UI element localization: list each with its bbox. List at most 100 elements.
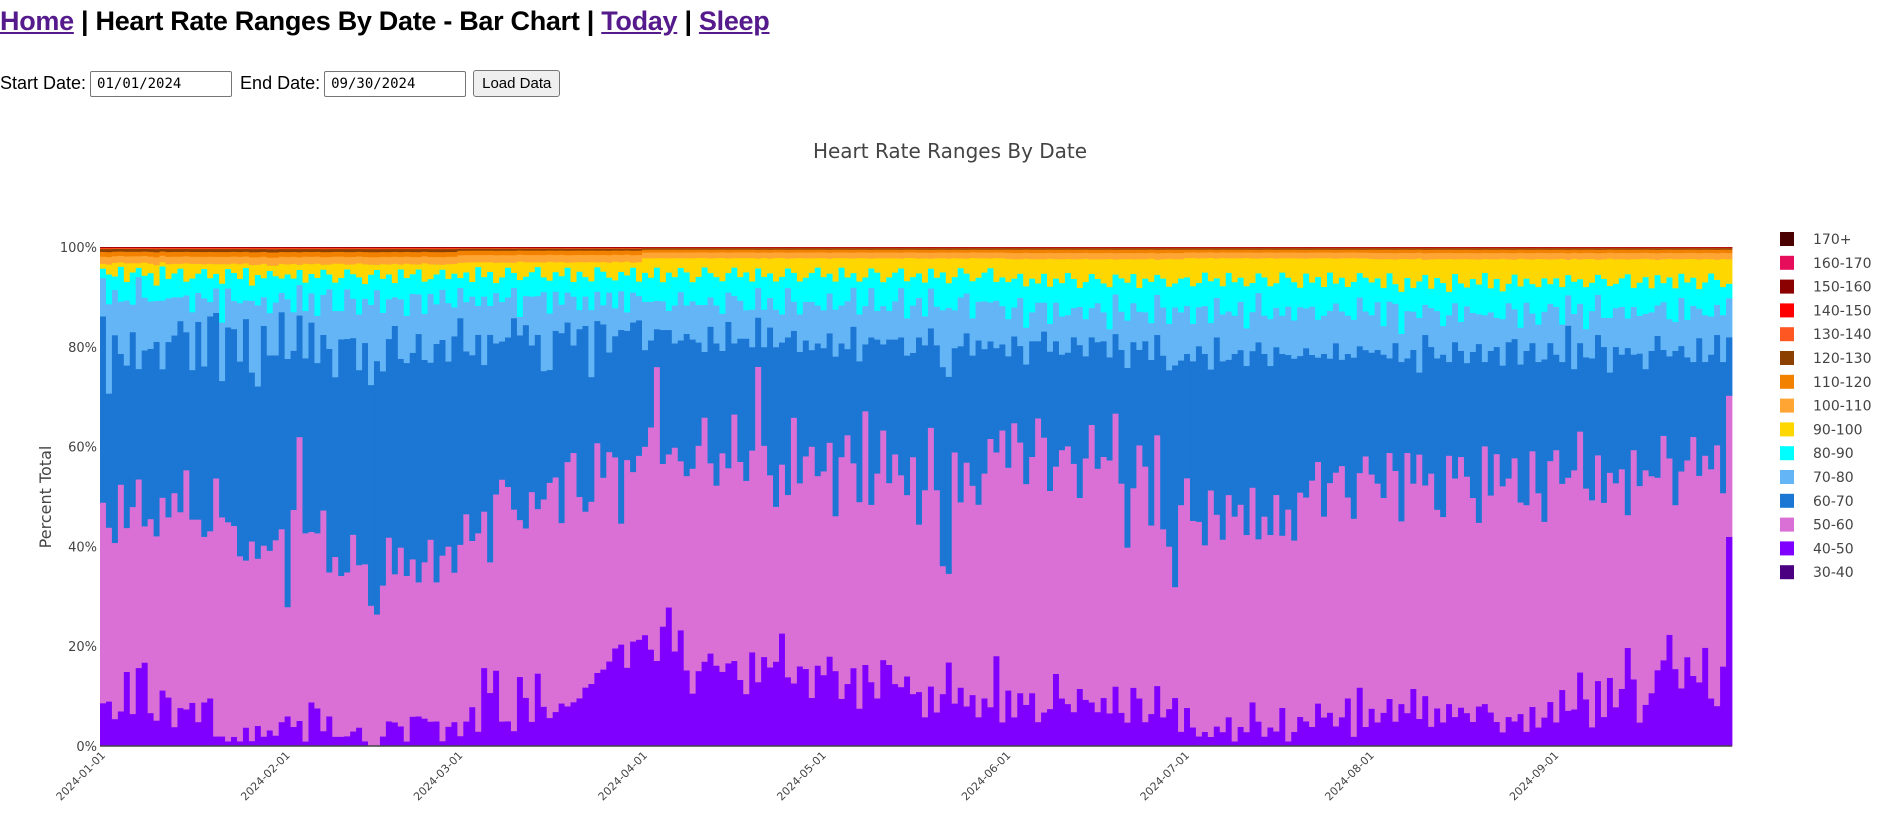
legend-item[interactable]: 30-40 bbox=[1780, 565, 1854, 581]
load-data-button[interactable]: Load Data bbox=[473, 70, 561, 97]
bar-segment-110-120 bbox=[1726, 249, 1733, 254]
home-link[interactable]: Home bbox=[0, 6, 74, 36]
legend-item[interactable]: 110-120 bbox=[1780, 374, 1872, 391]
bar-segment-40-50 bbox=[1493, 721, 1501, 747]
legend-item[interactable]: 170+ bbox=[1780, 232, 1851, 248]
bar-segment-50-60 bbox=[1285, 509, 1292, 742]
day-bar bbox=[761, 247, 768, 747]
bar-segment-140-150 bbox=[111, 247, 119, 249]
legend-item[interactable]: 60-70 bbox=[1780, 493, 1854, 510]
bar-segment-120-130 bbox=[528, 248, 536, 251]
bar-segment-120-130 bbox=[1005, 247, 1012, 250]
x-axis: 2024-01-01 2024-02-01 2024-03-01 2024-04-01… bbox=[54, 749, 1562, 803]
bar-segment-50-60 bbox=[880, 430, 887, 661]
bar-segment-40-50 bbox=[493, 670, 500, 747]
bar-segment-50-60 bbox=[1225, 494, 1233, 718]
bar-segment-120-130 bbox=[1404, 247, 1411, 250]
day-bar bbox=[594, 247, 601, 747]
bar-segment-110-120 bbox=[391, 251, 399, 257]
bar-segment-110-120 bbox=[1267, 249, 1274, 253]
bar-segment-70-80 bbox=[582, 296, 589, 326]
bar-segment-80-90 bbox=[636, 281, 643, 297]
bar-segment-80-90 bbox=[1499, 291, 1507, 320]
bar-segment-40-50 bbox=[1368, 708, 1376, 747]
bar-segment-90-100 bbox=[874, 258, 881, 273]
bar-segment-80-90 bbox=[844, 277, 851, 302]
bar-segment-80-90 bbox=[886, 277, 893, 311]
bar-segment-130-140 bbox=[391, 247, 399, 250]
bar-segment-60-70 bbox=[123, 365, 131, 529]
bar-segment-100-110 bbox=[189, 256, 196, 265]
bar-segment-80-90 bbox=[409, 273, 417, 294]
bar-segment-90-100 bbox=[1565, 259, 1572, 276]
bar-segment-70-80 bbox=[308, 293, 315, 323]
legend-item[interactable]: 40-50 bbox=[1780, 541, 1854, 557]
legend-item[interactable]: 150-160 bbox=[1780, 279, 1872, 296]
legend-item[interactable]: 70-80 bbox=[1780, 470, 1854, 486]
bar-segment-90-100 bbox=[1458, 259, 1465, 284]
bar-segment-40-50 bbox=[284, 716, 291, 747]
bar-segment-60-70 bbox=[439, 339, 446, 556]
bar-segment-130-140 bbox=[326, 247, 333, 250]
bar-segment-130-140 bbox=[808, 247, 816, 249]
bar-segment-80-90 bbox=[1523, 278, 1530, 303]
bar-segment-60-70 bbox=[844, 348, 851, 436]
bar-segment-80-90 bbox=[898, 268, 905, 289]
bar-segment-100-110 bbox=[368, 256, 375, 265]
bar-segment-120-130 bbox=[385, 248, 393, 253]
bar-segment-100-110 bbox=[1321, 252, 1328, 259]
day-bar bbox=[1612, 247, 1620, 747]
legend-item[interactable]: 140-150 bbox=[1780, 303, 1872, 319]
bar-segment-40-50 bbox=[356, 727, 363, 747]
bar-segment-100-110 bbox=[1148, 252, 1155, 259]
x-tick-label: 2024-03-01 bbox=[411, 749, 465, 803]
today-link[interactable]: Today bbox=[601, 6, 678, 36]
bar-segment-110-120 bbox=[582, 250, 589, 256]
x-tick-label: 2024-04-01 bbox=[596, 749, 650, 803]
bar-segment-130-140 bbox=[1374, 247, 1381, 249]
day-bar bbox=[1392, 247, 1399, 747]
legend-item[interactable]: 160-170 bbox=[1780, 256, 1872, 272]
bar-segment-120-130 bbox=[1273, 247, 1280, 250]
legend-item[interactable]: 80-90 bbox=[1780, 446, 1854, 462]
bar-segment-110-120 bbox=[105, 251, 113, 258]
bar-segment-130-140 bbox=[755, 247, 762, 249]
bar-segment-70-80 bbox=[272, 302, 280, 356]
bar-segment-140-150 bbox=[618, 247, 625, 249]
bar-segment-50-60 bbox=[415, 582, 423, 717]
end-date-input[interactable] bbox=[324, 70, 467, 97]
day-bar bbox=[1386, 247, 1393, 747]
sleep-link[interactable]: Sleep bbox=[698, 6, 770, 36]
bar-segment-130-140 bbox=[790, 247, 798, 249]
bar-segment-100-110 bbox=[100, 256, 107, 264]
legend-item[interactable]: 50-60 bbox=[1780, 517, 1854, 534]
legend-item[interactable]: 100-110 bbox=[1780, 398, 1872, 415]
legend-item[interactable]: 130-140 bbox=[1780, 327, 1872, 343]
bar-segment-90-100 bbox=[1005, 258, 1012, 283]
bar-segment-60-70 bbox=[957, 346, 965, 503]
bar-segment-70-80 bbox=[677, 291, 685, 341]
bar-segment-120-130 bbox=[689, 247, 697, 250]
bar-segment-60-70 bbox=[1023, 364, 1030, 485]
bar-segment-60-70 bbox=[1005, 356, 1012, 468]
start-date-input[interactable] bbox=[90, 70, 233, 97]
bar-segment-130-140 bbox=[892, 247, 899, 249]
bar-segment-80-90 bbox=[1058, 282, 1066, 317]
bar-segment-140-150 bbox=[558, 247, 565, 249]
bar-segment-80-90 bbox=[1255, 273, 1262, 294]
bar-segment-130-140 bbox=[761, 247, 768, 249]
bar-segment-140-150 bbox=[308, 247, 315, 249]
bar-segment-70-80 bbox=[1255, 292, 1262, 343]
bar-segment-110-120 bbox=[552, 250, 560, 256]
bar-segment-100-110 bbox=[433, 256, 440, 265]
bar-segment-50-60 bbox=[266, 550, 274, 731]
bar-segment-110-120 bbox=[1058, 249, 1066, 254]
legend-item[interactable]: 120-130 bbox=[1780, 351, 1872, 367]
bar-segment-90-100 bbox=[1279, 258, 1286, 273]
bar-segment-50-60 bbox=[796, 483, 804, 667]
legend-item[interactable]: 90-100 bbox=[1780, 422, 1863, 438]
bar-segment-60-70 bbox=[1422, 334, 1429, 486]
day-bar bbox=[350, 247, 357, 747]
bar-segment-130-140 bbox=[1714, 247, 1721, 249]
bar-segment-90-100 bbox=[1023, 258, 1030, 287]
